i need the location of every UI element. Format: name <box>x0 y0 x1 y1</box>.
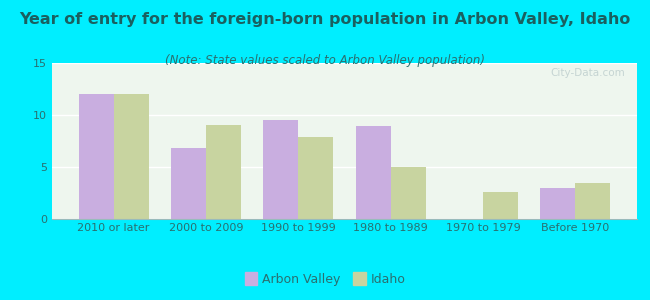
Bar <box>483 192 518 219</box>
Text: (Note: State values scaled to Arbon Valley population): (Note: State values scaled to Arbon Vall… <box>165 54 485 67</box>
Bar <box>263 120 298 219</box>
Bar <box>540 188 575 219</box>
Bar <box>114 94 149 219</box>
Text: Year of entry for the foreign-born population in Arbon Valley, Idaho: Year of entry for the foreign-born popul… <box>20 12 630 27</box>
Bar <box>356 126 391 219</box>
Text: City-Data.com: City-Data.com <box>551 68 625 78</box>
Bar <box>391 167 426 219</box>
Legend: Arbon Valley, Idaho: Arbon Valley, Idaho <box>240 267 410 291</box>
Bar <box>206 125 241 219</box>
Bar <box>79 94 114 219</box>
Bar <box>298 137 333 219</box>
Bar <box>575 183 610 219</box>
Bar <box>171 148 206 219</box>
